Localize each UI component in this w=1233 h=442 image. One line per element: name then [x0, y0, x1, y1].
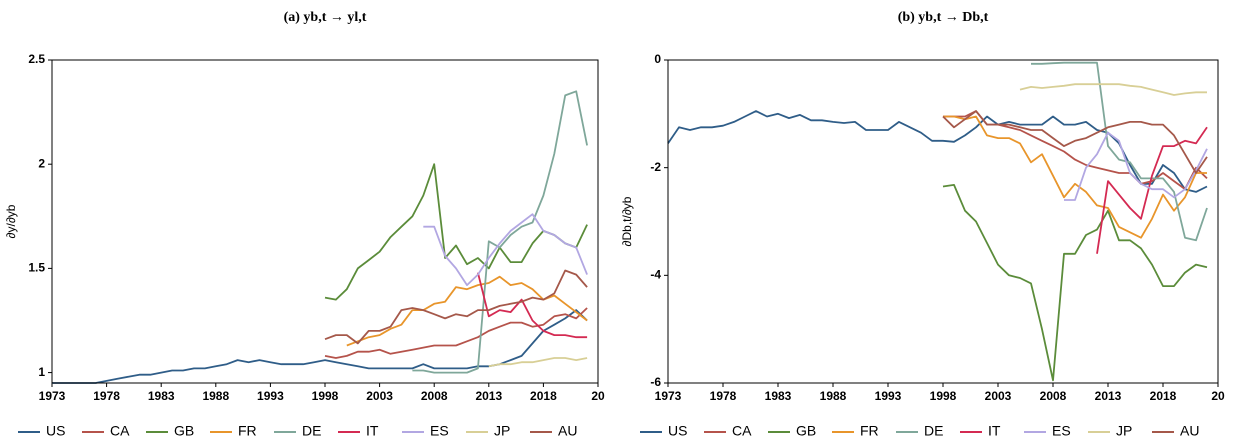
y-axis-label: ∂Db,t/∂yb — [620, 196, 634, 246]
series-line — [324, 307, 588, 359]
legend-label: ES — [430, 423, 449, 439]
x-tick-label: 2008 — [421, 389, 448, 403]
legend-label: GB — [174, 423, 194, 439]
x-tick-label: 1993 — [257, 389, 284, 403]
chart-title: (a) yb,t → yl,t — [284, 10, 367, 25]
x-tick-label: 2013 — [475, 389, 502, 403]
series-line — [942, 184, 1208, 382]
x-tick-label: 2008 — [1040, 389, 1067, 403]
x-tick-label: 2018 — [1150, 389, 1177, 403]
series-line — [324, 269, 588, 345]
series-line — [943, 115, 1207, 239]
x-tick-label: 20 — [591, 389, 605, 403]
y-tick-label: -4 — [650, 268, 661, 282]
legend-label: DE — [302, 423, 321, 439]
chart-title: (b) yb,t → Db,t — [898, 10, 989, 25]
series-line — [1019, 83, 1207, 96]
y-tick-label: 1 — [38, 365, 45, 379]
x-tick-label: 2013 — [1095, 389, 1122, 403]
y-tick-label: -6 — [650, 375, 661, 389]
plot-frame — [667, 59, 1219, 384]
legend-label: DE — [924, 423, 943, 439]
legend-label: CA — [110, 423, 130, 439]
series-line — [942, 110, 1208, 174]
series-line — [1096, 126, 1208, 254]
series-line — [943, 110, 1208, 191]
x-tick-label: 1983 — [148, 389, 175, 403]
series-line — [412, 90, 588, 374]
series-line — [477, 272, 588, 339]
x-tick-label: 1978 — [710, 389, 737, 403]
legend-label: US — [668, 423, 687, 439]
legend-label: FR — [860, 423, 879, 439]
x-tick-label: 1988 — [202, 389, 229, 403]
legend-label: CA — [732, 423, 752, 439]
x-tick-label: 1983 — [765, 389, 792, 403]
x-tick-label: 20 — [1211, 389, 1225, 403]
legend-label: FR — [238, 423, 257, 439]
y-tick-label: 1.5 — [28, 261, 45, 275]
legend-label: IT — [988, 423, 1001, 439]
legend-label: US — [46, 423, 65, 439]
x-tick-label: 1998 — [312, 389, 339, 403]
x-tick-label: 1973 — [655, 389, 682, 403]
x-tick-label: 1998 — [930, 389, 957, 403]
plot-frame — [51, 59, 599, 384]
y-tick-label: -2 — [650, 160, 661, 174]
x-tick-label: 1993 — [875, 389, 902, 403]
series-line — [423, 213, 588, 286]
legend-label: JP — [494, 423, 510, 439]
legend-label: JP — [1116, 423, 1132, 439]
legend-label: AU — [558, 423, 577, 439]
x-tick-label: 1978 — [93, 389, 120, 403]
y-tick-label: 2.5 — [28, 52, 45, 66]
series-line — [1031, 61, 1208, 242]
y-tick-label: 2 — [38, 156, 45, 170]
series-line — [1064, 131, 1208, 201]
series-line — [346, 275, 588, 347]
series-line — [488, 357, 588, 368]
y-axis-label: ∂y/∂yb — [4, 204, 18, 238]
legend-label: ES — [1052, 423, 1071, 439]
y-tick-label: 0 — [654, 52, 661, 66]
x-tick-label: 2003 — [985, 389, 1012, 403]
series-line — [52, 309, 588, 384]
x-tick-label: 1988 — [820, 389, 847, 403]
x-tick-label: 2003 — [366, 389, 393, 403]
series-line — [667, 110, 1208, 193]
legend-label: IT — [366, 423, 379, 439]
x-tick-label: 1973 — [39, 389, 66, 403]
legend-label: AU — [1180, 423, 1199, 439]
legend-label: GB — [796, 423, 816, 439]
x-tick-label: 2018 — [530, 389, 557, 403]
